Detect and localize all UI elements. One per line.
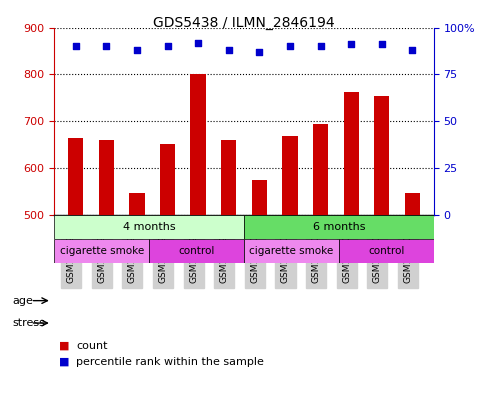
Text: ■: ■ <box>59 356 70 367</box>
Bar <box>149 239 244 263</box>
Text: control: control <box>368 246 405 256</box>
Bar <box>244 215 434 239</box>
Text: cigarette smoke: cigarette smoke <box>249 246 334 256</box>
Bar <box>99 140 114 215</box>
Point <box>347 41 355 48</box>
Point <box>164 43 172 50</box>
Text: GDS5438 / ILMN_2846194: GDS5438 / ILMN_2846194 <box>153 16 335 30</box>
Point <box>409 47 417 53</box>
Point <box>133 47 141 53</box>
Point <box>71 43 79 50</box>
Point <box>378 41 386 48</box>
Text: age: age <box>12 296 33 306</box>
Bar <box>160 144 175 215</box>
Text: percentile rank within the sample: percentile rank within the sample <box>76 356 264 367</box>
Bar <box>374 95 389 215</box>
Bar <box>54 215 244 239</box>
Point <box>103 43 110 50</box>
Text: 4 months: 4 months <box>123 222 176 232</box>
Point <box>317 43 324 50</box>
Bar <box>252 180 267 215</box>
Point <box>255 49 263 55</box>
Bar <box>344 92 359 215</box>
Bar <box>244 239 339 263</box>
Point <box>286 43 294 50</box>
Bar <box>221 140 236 215</box>
Text: control: control <box>178 246 215 256</box>
Bar <box>339 239 434 263</box>
Bar <box>405 193 420 215</box>
Bar <box>282 136 298 215</box>
Bar <box>190 74 206 215</box>
Text: ■: ■ <box>59 341 70 351</box>
Text: 6 months: 6 months <box>313 222 365 232</box>
Point <box>194 39 202 46</box>
Bar <box>129 193 144 215</box>
Bar <box>68 138 83 215</box>
Text: cigarette smoke: cigarette smoke <box>60 246 144 256</box>
Bar <box>313 124 328 215</box>
Text: stress: stress <box>12 318 45 328</box>
Text: count: count <box>76 341 108 351</box>
Point <box>225 47 233 53</box>
Bar <box>54 239 149 263</box>
